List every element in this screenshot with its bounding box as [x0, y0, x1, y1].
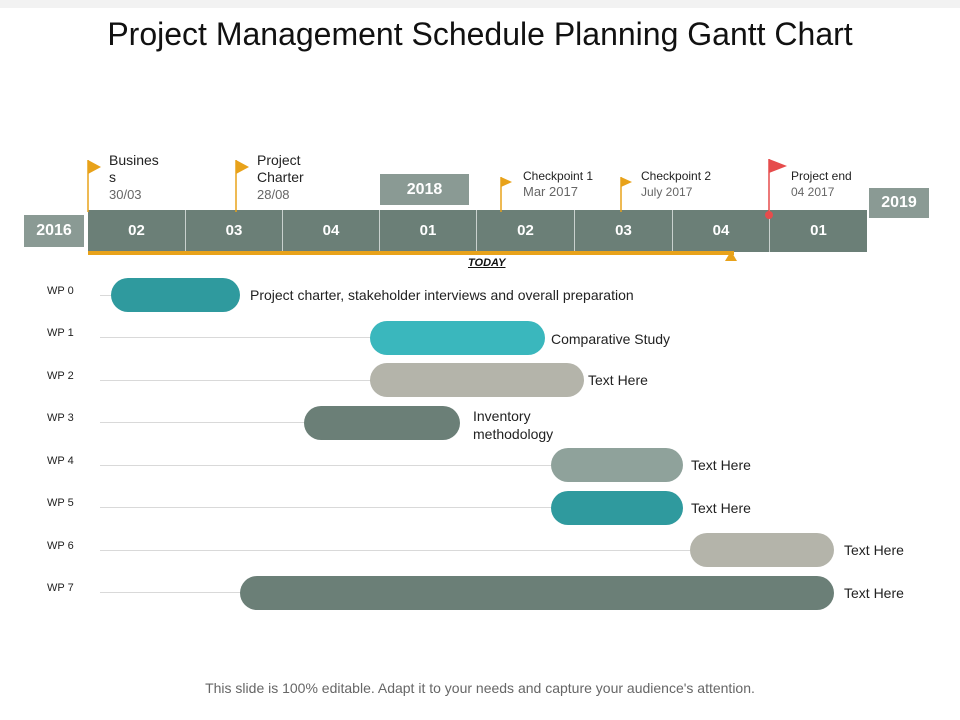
- footer-note: This slide is 100% editable. Adapt it to…: [205, 680, 755, 696]
- flag-icon: [500, 177, 512, 212]
- wp-bar: [690, 533, 834, 567]
- wp-label: WP 7: [47, 582, 74, 594]
- page-title: Project Management Schedule Planning Gan…: [107, 16, 853, 52]
- wp-label: WP 5: [47, 497, 74, 509]
- milestone-title: Checkpoint 1: [523, 169, 594, 183]
- wp-bar-label: Inventory methodology: [473, 408, 554, 442]
- wp-bar: [551, 491, 683, 525]
- wp-label: WP 0: [47, 285, 74, 297]
- milestone-date: 28/08: [257, 187, 290, 202]
- flag-icon: [87, 160, 101, 212]
- wp-guide-line: [100, 507, 552, 508]
- timeline-cell: 01: [769, 210, 867, 252]
- flag-icon: [620, 177, 632, 212]
- wp-bar-label: Text Here: [844, 585, 904, 601]
- milestone-title: Checkpoint 2: [641, 169, 712, 183]
- wp-bar-label: Text Here: [844, 542, 904, 558]
- wp-bar-label: Text Here: [691, 457, 751, 473]
- flag-icon: [235, 160, 249, 212]
- wp-guide-line: [100, 380, 371, 381]
- wp-guide-line: [100, 295, 112, 296]
- wp-guide-line: [100, 592, 241, 593]
- year-2019-badge: 2019: [869, 188, 929, 218]
- timeline-cell: 03: [185, 210, 282, 252]
- wp-bar: [304, 406, 460, 440]
- wp-bar: [551, 448, 683, 482]
- wp-label: WP 1: [47, 327, 74, 339]
- milestone-date: 30/03: [109, 187, 142, 202]
- milestone-title: Project Charter: [257, 152, 304, 185]
- wp-bar: [240, 576, 834, 610]
- milestone-title: Busines s: [109, 152, 159, 185]
- timeline-bar: 02 03 04 01 02 03 04 01: [88, 210, 867, 252]
- wp-bar: [111, 278, 240, 312]
- timeline-cell: 04: [672, 210, 769, 252]
- wp-guide-line: [100, 465, 552, 466]
- wp-guide-line: [100, 337, 371, 338]
- progress-line: [88, 251, 734, 255]
- milestone-date: Mar 2017: [523, 184, 578, 199]
- milestone-date: July 2017: [641, 185, 693, 199]
- timeline-cell: 01: [379, 210, 476, 252]
- wp-bar-label: Comparative Study: [551, 331, 671, 347]
- top-band: [0, 0, 960, 8]
- milestone-title: Project end: [791, 169, 852, 183]
- wp-bar-label: Text Here: [588, 372, 648, 388]
- today-label: TODAY: [468, 257, 506, 269]
- wp-guide-line: [100, 550, 690, 551]
- timeline-cell: 04: [282, 210, 379, 252]
- timeline-cell: 02: [476, 210, 574, 252]
- wp-bar: [370, 363, 584, 397]
- end-marker-dot: [765, 211, 773, 219]
- wp-bar-label: Project charter, stakeholder interviews …: [250, 287, 634, 303]
- milestone-date: 04 2017: [791, 185, 835, 199]
- year-2018-badge: 2018: [380, 174, 469, 205]
- wp-bar: [370, 321, 545, 355]
- wp-label: WP 4: [47, 455, 74, 467]
- wp-label: WP 2: [47, 370, 74, 382]
- today-marker-icon: [725, 251, 737, 261]
- wp-bar-label: Text Here: [691, 500, 751, 516]
- wp-label: WP 3: [47, 412, 74, 424]
- wp-label: WP 6: [47, 540, 74, 552]
- end-flag-icon: [768, 159, 787, 215]
- year-2016-badge: 2016: [24, 215, 84, 247]
- timeline-cell: 03: [574, 210, 672, 252]
- timeline-cell: 02: [128, 222, 145, 239]
- wp-guide-line: [100, 422, 305, 423]
